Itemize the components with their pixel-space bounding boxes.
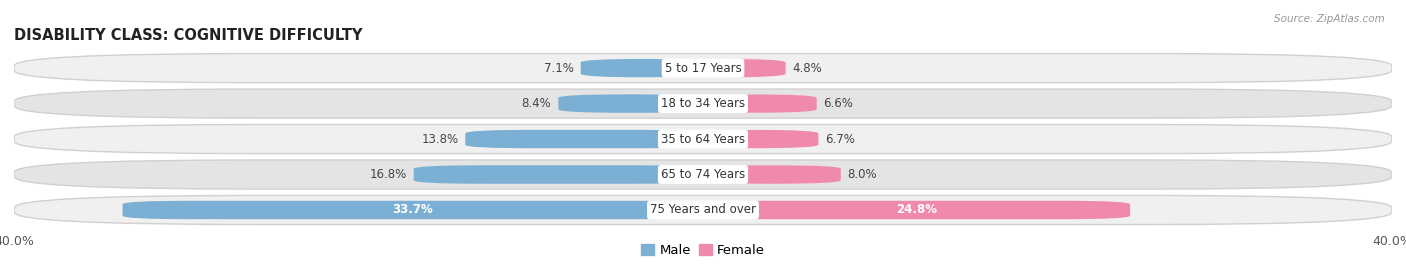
FancyBboxPatch shape xyxy=(558,94,703,113)
FancyBboxPatch shape xyxy=(465,130,703,148)
Text: 33.7%: 33.7% xyxy=(392,204,433,217)
Text: 16.8%: 16.8% xyxy=(370,168,406,181)
FancyBboxPatch shape xyxy=(122,201,703,219)
Text: 5 to 17 Years: 5 to 17 Years xyxy=(665,62,741,75)
Text: DISABILITY CLASS: COGNITIVE DIFFICULTY: DISABILITY CLASS: COGNITIVE DIFFICULTY xyxy=(14,28,363,43)
Text: 18 to 34 Years: 18 to 34 Years xyxy=(661,97,745,110)
Text: 6.6%: 6.6% xyxy=(824,97,853,110)
FancyBboxPatch shape xyxy=(14,53,1392,83)
Text: 4.8%: 4.8% xyxy=(793,62,823,75)
FancyBboxPatch shape xyxy=(581,59,703,77)
FancyBboxPatch shape xyxy=(14,195,1392,225)
Text: 8.4%: 8.4% xyxy=(522,97,551,110)
Text: 24.8%: 24.8% xyxy=(896,204,936,217)
Text: 75 Years and over: 75 Years and over xyxy=(650,204,756,217)
Text: 35 to 64 Years: 35 to 64 Years xyxy=(661,133,745,146)
FancyBboxPatch shape xyxy=(14,89,1392,118)
FancyBboxPatch shape xyxy=(703,130,818,148)
Legend: Male, Female: Male, Female xyxy=(636,239,770,263)
FancyBboxPatch shape xyxy=(703,59,786,77)
Text: 8.0%: 8.0% xyxy=(848,168,877,181)
Text: 13.8%: 13.8% xyxy=(422,133,458,146)
Text: 6.7%: 6.7% xyxy=(825,133,855,146)
FancyBboxPatch shape xyxy=(14,160,1392,189)
FancyBboxPatch shape xyxy=(703,201,1130,219)
Text: 7.1%: 7.1% xyxy=(544,62,574,75)
FancyBboxPatch shape xyxy=(703,165,841,184)
FancyBboxPatch shape xyxy=(14,124,1392,154)
FancyBboxPatch shape xyxy=(413,165,703,184)
Text: Source: ZipAtlas.com: Source: ZipAtlas.com xyxy=(1274,14,1385,23)
FancyBboxPatch shape xyxy=(703,94,817,113)
Text: 65 to 74 Years: 65 to 74 Years xyxy=(661,168,745,181)
